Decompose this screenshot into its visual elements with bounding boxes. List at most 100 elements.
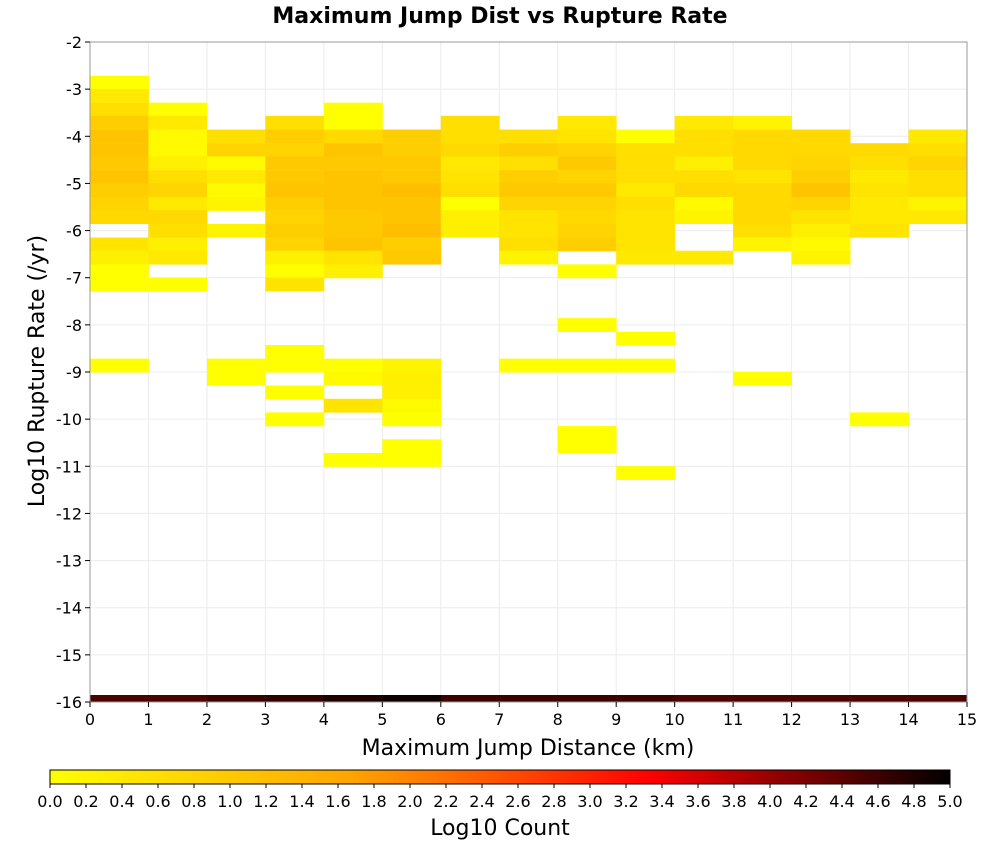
- heatmap-cell: [90, 89, 149, 103]
- y-tick-label: -8: [66, 316, 82, 335]
- heatmap-cell: [323, 129, 383, 144]
- x-tick-label: 7: [494, 710, 504, 729]
- y-tick-label: -9: [66, 363, 82, 382]
- heatmap-cell: [265, 223, 325, 238]
- x-tick-label: 3: [260, 710, 270, 729]
- colorbar-tick-label: 0.0: [37, 792, 62, 811]
- x-tick-label: 8: [553, 710, 563, 729]
- colorbar-tick-label: 5.0: [937, 792, 962, 811]
- x-tick-label: 14: [898, 710, 918, 729]
- y-tick-label: -11: [56, 457, 82, 476]
- x-tick-label: 1: [143, 710, 153, 729]
- colorbar-label: Log10 Count: [430, 816, 570, 841]
- heatmap-cell: [382, 210, 442, 225]
- colorbar-tick-label: 3.6: [685, 792, 710, 811]
- heatmap-cell: [90, 358, 149, 373]
- colorbar-tick-label: 1.2: [253, 792, 278, 811]
- heatmap-cell: [557, 223, 617, 238]
- heatmap-cell: [557, 156, 617, 171]
- heatmap-cell: [674, 210, 734, 225]
- heatmap-cell: [265, 156, 325, 171]
- heatmap-cell: [265, 237, 325, 252]
- heatmap-cell: [382, 385, 442, 400]
- x-tick-label: 9: [611, 710, 621, 729]
- heatmap-cell: [90, 115, 149, 130]
- heatmap-cell: [265, 277, 325, 292]
- heatmap-cell: [674, 196, 734, 211]
- y-tick-label: -3: [66, 80, 82, 99]
- y-tick-label: -6: [66, 222, 82, 241]
- heatmap-cell: [148, 156, 208, 171]
- heatmap-cell: [206, 196, 266, 211]
- heatmap-cell: [206, 371, 266, 386]
- colorbar-tick-label: 4.6: [865, 792, 890, 811]
- colorbar-tick-label: 0.2: [73, 792, 98, 811]
- heatmap-cell: [557, 115, 617, 130]
- x-tick-label: 15: [957, 710, 977, 729]
- heatmap-cell: [499, 210, 559, 225]
- heatmap-cell: [733, 237, 792, 252]
- heatmap-cell: [674, 170, 734, 184]
- heatmap-cell: [674, 115, 734, 130]
- heatmap-cell: [908, 170, 968, 184]
- heatmap-cell: [323, 170, 383, 184]
- heatmap-cell: [265, 210, 325, 225]
- heatmap-cell: [90, 143, 149, 158]
- heatmap-cell: [557, 695, 617, 702]
- x-tick-label: 13: [840, 710, 860, 729]
- colorbar-tick-label: 1.0: [217, 792, 242, 811]
- heatmap-cell: [733, 183, 792, 198]
- heatmap-cell: [148, 695, 208, 702]
- heatmap-cell: [382, 156, 442, 171]
- x-tick-label: 10: [664, 710, 684, 729]
- heatmap-cell: [557, 426, 617, 440]
- colorbar-tick-label: 0.6: [145, 792, 170, 811]
- heatmap-cell: [791, 170, 851, 184]
- heatmap-cell: [323, 264, 383, 279]
- colorbar-tick-label: 3.8: [721, 792, 746, 811]
- heatmap-cell: [850, 170, 909, 184]
- heatmap-cell: [674, 156, 734, 171]
- heatmap-cell: [440, 129, 500, 144]
- heatmap-cell: [323, 250, 383, 265]
- heatmap-cell: [323, 196, 383, 211]
- heatmap-cell: [499, 223, 559, 238]
- heatmap-cell: [499, 358, 559, 373]
- heatmap-cell: [616, 331, 676, 346]
- heatmap-cell: [908, 156, 968, 171]
- colorbar-tick-label: 3.2: [613, 792, 638, 811]
- x-axis-ticks: 0 1 2 3 4 5 6 7 8 9 10 11 12 13 14 15: [85, 702, 977, 729]
- heatmap-cell: [616, 183, 676, 198]
- heatmap-cell: [382, 439, 442, 454]
- heatmap-cell: [148, 143, 208, 158]
- heatmap-cell: [440, 170, 500, 184]
- heatmap-cell: [382, 695, 442, 702]
- heatmap-cell: [148, 115, 208, 130]
- y-axis-ticks: -2 -3 -4 -5 -6 -7 -8 -9 -10 -11 -12 -13 -14 -15 -16: [56, 33, 90, 712]
- y-tick-label: -15: [56, 646, 82, 665]
- heatmap-cell: [90, 183, 149, 198]
- heatmap-cell: [323, 371, 383, 386]
- heatmap-cell: [850, 156, 909, 171]
- heatmap-cell: [148, 170, 208, 184]
- heatmap-cell: [265, 250, 325, 265]
- heatmap-cell: [908, 695, 968, 702]
- heatmap-cell: [148, 183, 208, 198]
- heatmap-cell: [616, 143, 676, 158]
- heatmap-cell: [440, 210, 500, 225]
- heatmap-cell: [323, 358, 383, 373]
- heatmap-cell: [850, 196, 909, 211]
- heatmap-cell: [791, 156, 851, 171]
- heatmap-cell: [557, 318, 617, 332]
- heatmap-cell: [557, 183, 617, 198]
- colorbar-tick-label: 4.0: [757, 792, 782, 811]
- heatmap-cell: [850, 695, 909, 702]
- heatmap-cell: [382, 412, 442, 427]
- heatmap-cell: [616, 250, 676, 265]
- colorbar-tick-label: 4.4: [829, 792, 854, 811]
- heatmap-cell: [616, 237, 676, 252]
- heatmap-cell: [557, 196, 617, 211]
- colorbar-tick-label: 1.6: [325, 792, 350, 811]
- heatmap-cell: [733, 115, 792, 130]
- heatmap-cell: [90, 210, 149, 225]
